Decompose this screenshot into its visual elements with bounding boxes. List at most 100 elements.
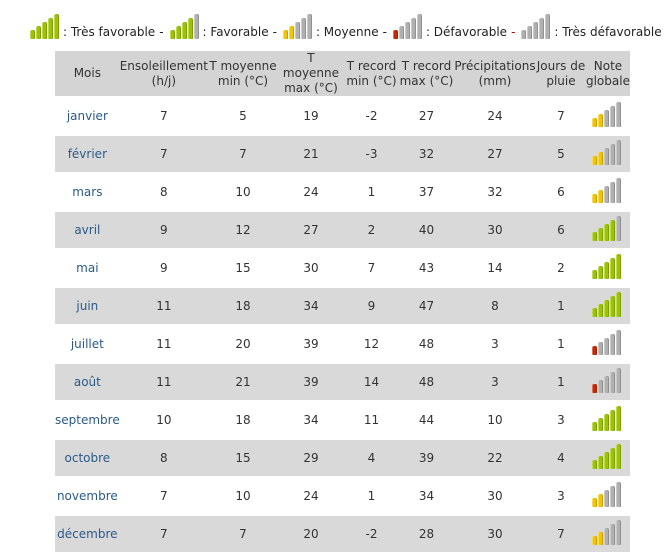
column-header-line: T moyenne [282, 51, 340, 80]
rating-bar [539, 18, 545, 39]
rating-cell [585, 401, 630, 440]
column-header-line: Mois [73, 66, 101, 80]
rain-days-cell: 3 [535, 401, 586, 440]
precipitation-cell: 8 [453, 287, 536, 326]
record-min-cell: 1 [343, 477, 399, 516]
tmin-cell: 18 [207, 401, 278, 440]
record-max-cell: 37 [398, 173, 454, 212]
record-max-cell: 40 [398, 211, 454, 250]
rating-moyenne-icon [591, 520, 621, 545]
rating-cell [585, 135, 630, 174]
sunshine-cell: 11 [119, 287, 208, 326]
precipitation-cell: 27 [453, 135, 536, 174]
tmax-cell: 19 [277, 97, 344, 136]
column-header-line: Jours de [536, 58, 586, 73]
column-header: Jours de pluie [535, 51, 586, 98]
rating-bar [603, 376, 609, 393]
rating-moyenne-icon [591, 178, 621, 203]
table-row: juillet 11 20 39 12 48 3 1 [55, 325, 630, 364]
month-cell: septembre [55, 401, 120, 440]
rating-bar [603, 528, 609, 545]
record-min-cell: 9 [343, 287, 399, 326]
rating-defavorable-icon [392, 14, 422, 39]
record-min-cell: 1 [343, 173, 399, 212]
record-max-cell: 39 [398, 439, 454, 478]
rating-favorable-icon [591, 216, 621, 241]
tmax-cell: 20 [277, 515, 344, 554]
precipitation-cell: 14 [453, 249, 536, 288]
precipitation-cell: 3 [453, 363, 536, 402]
rating-bar [527, 26, 533, 39]
rating-bar [398, 26, 404, 39]
rating-bar [288, 26, 294, 39]
record-max-cell: 44 [398, 401, 454, 440]
tmax-cell: 29 [277, 439, 344, 478]
record-min-cell: -2 [343, 97, 399, 136]
table-row: février 7 7 21 -3 32 27 5 [55, 135, 630, 174]
table-row: octobre 8 15 29 4 39 22 4 [55, 439, 630, 478]
rating-bar [615, 330, 621, 355]
rating-bar [193, 14, 199, 39]
rating-bar [294, 22, 300, 39]
column-header-line: T record [346, 58, 397, 73]
month-cell: décembre [55, 515, 120, 554]
rating-bar [603, 148, 609, 165]
column-header: Précipitations (mm) [453, 51, 536, 98]
rating-bar [591, 194, 597, 203]
record-min-cell: 11 [343, 401, 399, 440]
precipitation-cell: 30 [453, 211, 536, 250]
rating-bar [597, 418, 603, 431]
rain-days-cell: 6 [535, 211, 586, 250]
legend-label: : Moyenne [315, 25, 379, 39]
rating-cell [585, 439, 630, 478]
rating-bar [597, 114, 603, 127]
legend-item-tres-favorable: : Très favorable - [30, 14, 170, 39]
rating-cell [585, 287, 630, 326]
rating-bar [603, 490, 609, 507]
rating-favorable-icon [169, 14, 199, 39]
rating-bar [48, 18, 53, 39]
tmin-cell: 10 [207, 477, 278, 516]
month-cell: avril [55, 211, 120, 250]
rating-bar [410, 18, 416, 39]
rating-bar [603, 452, 609, 469]
record-min-cell: 2 [343, 211, 399, 250]
rating-bar [597, 342, 603, 355]
column-header-line: pluie [546, 73, 576, 88]
rating-bar [615, 482, 621, 507]
legend-label: : Défavorable [425, 25, 508, 39]
table-row: décembre 7 7 20 -2 28 30 7 [55, 515, 630, 554]
table-header-row: Mois Ensoleillement (h/j) T moyenne min (°C)… [55, 51, 630, 98]
rating-bar [591, 536, 597, 545]
rating-bar [597, 494, 603, 507]
rating-cell [585, 363, 630, 402]
rating-bar [609, 182, 615, 203]
rating-bar [603, 300, 609, 317]
table-row: novembre 7 10 24 1 34 30 3 [55, 477, 630, 516]
record-min-cell: 7 [343, 249, 399, 288]
rating-moyenne-icon [591, 140, 621, 165]
tmax-cell: 30 [277, 249, 344, 288]
rating-defavorable-icon [591, 368, 621, 393]
rating-bar [609, 144, 615, 165]
rating-bar [615, 140, 621, 165]
rating-legend: : Très favorable -: Favorable -: Moyenne -:… [30, 14, 666, 39]
tmax-cell: 21 [277, 135, 344, 174]
column-header: T moyenne min (°C) [207, 51, 278, 98]
column-header: T record max (°C) [398, 51, 454, 98]
rating-bar [597, 380, 603, 393]
rating-bar [404, 22, 410, 39]
record-min-cell: -2 [343, 515, 399, 554]
sunshine-cell: 7 [119, 135, 208, 174]
record-max-cell: 27 [398, 97, 454, 136]
rating-bar [42, 22, 47, 39]
tmax-cell: 27 [277, 211, 344, 250]
rating-cell [585, 249, 630, 288]
rating-bar [521, 30, 527, 39]
rating-tres-defavorable-icon [521, 14, 551, 39]
rating-tres-favorable-icon [591, 406, 621, 431]
month-cell: janvier [55, 97, 120, 136]
precipitation-cell: 30 [453, 477, 536, 516]
tmin-cell: 15 [207, 439, 278, 478]
rating-bar [615, 406, 621, 431]
